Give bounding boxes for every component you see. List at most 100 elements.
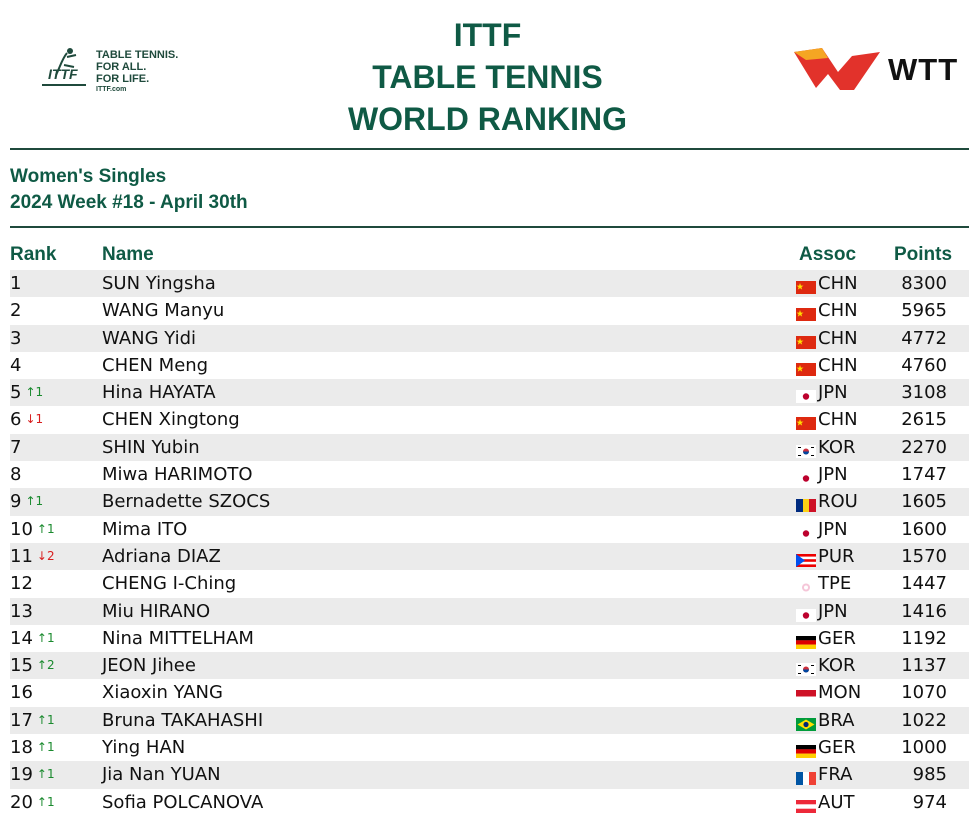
- rank-cell: 8: [10, 464, 21, 485]
- player-name: Xiaoxin YANG: [102, 682, 223, 704]
- player-name: Bruna TAKAHASHI: [102, 709, 264, 731]
- flag-japan-icon: [796, 387, 816, 404]
- flag-japan-icon: [796, 524, 816, 540]
- points-value: 1416: [901, 600, 947, 622]
- rank-cell: 9 ↑1: [10, 491, 43, 512]
- rank-cell: 14 ↑1: [10, 627, 55, 649]
- flag-korea-icon: [796, 442, 816, 458]
- rank-up-indicator: ↑1: [36, 712, 55, 727]
- player-name: Ying HAN: [102, 737, 186, 759]
- association-code: GER: [818, 737, 856, 759]
- rank-number: 7: [10, 436, 22, 458]
- rank-cell: 18 ↑1: [10, 737, 55, 758]
- table-row: 7 SHIN Yubin KOR 2270: [10, 433, 969, 462]
- rank-number: 6: [10, 409, 22, 431]
- table-row: 6 ↓1 CHEN Xingtong CHN 2615: [10, 406, 969, 433]
- page-title: ITTF TABLE TENNIS WORLD RANKING: [300, 14, 675, 140]
- association-code: AUT: [818, 791, 855, 813]
- rank-number: 1: [10, 273, 22, 294]
- association-code: TPE: [818, 573, 852, 595]
- rank-cell: 3: [10, 328, 21, 349]
- association-code: KOR: [818, 655, 856, 677]
- rank-number: 5: [10, 382, 22, 404]
- rank-cell: 13: [10, 601, 33, 622]
- rank-number: 17: [10, 709, 33, 731]
- rank-cell: 12: [10, 573, 33, 594]
- rank-up-indicator: ↑1: [36, 521, 55, 536]
- flag-japan-icon: [796, 469, 816, 486]
- header: ITTF TABLE TENNIS. FOR ALL. FOR LIFE. IT…: [0, 0, 975, 150]
- rank-cell: 6 ↓1: [10, 409, 43, 431]
- rank-up-indicator: ↑1: [36, 740, 55, 755]
- player-name: WANG Yidi: [102, 327, 197, 349]
- rank-down-indicator: ↓1: [25, 412, 44, 427]
- rank-cell: 20 ↑1: [10, 791, 55, 813]
- flag-china-icon: [796, 360, 816, 376]
- player-name: Nina MITTELHAM: [102, 627, 254, 649]
- tagline-line: FOR LIFE.: [96, 73, 150, 85]
- rank-number: 2: [10, 300, 22, 322]
- points-value: 1447: [901, 573, 947, 595]
- week-label: 2024 Week #18 - April 30th: [10, 192, 248, 213]
- tagline-line: TABLE TENNIS.: [96, 49, 179, 61]
- association-code: CHN: [818, 354, 858, 376]
- table-row: 1 SUN Yingsha CHN 8300: [10, 270, 969, 298]
- rank-cell: 15 ↑2: [10, 655, 55, 677]
- rank-cell: 5 ↑1: [10, 382, 43, 404]
- points-value: 985: [912, 764, 947, 786]
- player-name: Jia Nan YUAN: [102, 764, 221, 786]
- flag-china-icon: [796, 278, 816, 294]
- association-code: FRA: [818, 764, 853, 786]
- points-value: 1600: [901, 518, 947, 540]
- player-name: Hina HAYATA: [102, 382, 216, 404]
- association-code: JPN: [818, 464, 848, 486]
- rank-number: 15: [10, 655, 33, 677]
- association-code: MON: [818, 682, 862, 704]
- rank-number: 16: [10, 682, 33, 704]
- svg-text:ITTF: ITTF: [48, 66, 78, 82]
- association-code: JPN: [818, 518, 848, 540]
- player-name: Miwa HARIMOTO: [102, 464, 253, 486]
- wtt-logo-icon: [794, 48, 880, 90]
- wtt-wordmark: WTT: [888, 52, 959, 87]
- flag-china-icon: [796, 305, 816, 322]
- points-value: 1070: [901, 682, 947, 704]
- points-value: 8300: [901, 273, 947, 294]
- table-row: 12 CHENG I-Ching TPE 1447: [10, 570, 969, 597]
- rank-up-indicator: ↑2: [36, 658, 55, 673]
- table-row: 11 ↓2 Adriana DIAZ PUR 1570: [10, 542, 969, 571]
- rank-up-indicator: ↑1: [36, 794, 55, 809]
- points-value: 4760: [901, 354, 947, 376]
- flag-puerto-rico-icon: [796, 551, 816, 567]
- association-code: CHN: [818, 327, 858, 349]
- ranking-table: 1 SUN Yingsha CHN 8300 2 WANG Manyu CHN 5965 3 WA…: [10, 270, 969, 816]
- rank-number: 11: [10, 545, 33, 567]
- rank-number: 8: [10, 464, 22, 486]
- points-value: 1747: [901, 464, 947, 486]
- rank-number: 14: [10, 627, 33, 649]
- points-value: 1570: [901, 545, 947, 567]
- rank-number: 13: [10, 600, 33, 622]
- table-row: 9 ↑1 Bernadette SZOCS ROU 1605: [10, 488, 969, 516]
- rank-cell: 1: [10, 273, 21, 294]
- flag-romania-icon: [796, 496, 816, 513]
- tagline-line: FOR ALL.: [96, 61, 147, 73]
- association-code: JPN: [818, 600, 848, 622]
- title-line: WORLD RANKING: [347, 101, 628, 137]
- subtitle-divider: [10, 226, 969, 228]
- table-row: 4 CHEN Meng CHN 4760: [10, 352, 969, 379]
- rank-cell: 16: [10, 682, 33, 703]
- ittf-tagline: TABLE TENNIS. FOR ALL. FOR LIFE. ITTF.co…: [96, 49, 178, 94]
- player-name: Mima ITO: [102, 518, 188, 540]
- rank-number: 20: [10, 791, 33, 813]
- points-value: 1605: [901, 491, 947, 513]
- association-code: PUR: [818, 545, 855, 567]
- player-name: JEON Jihee: [102, 655, 196, 677]
- player-name: SHIN Yubin: [102, 436, 200, 458]
- association-code: KOR: [818, 436, 856, 458]
- table-row: 19 ↑1 Jia Nan YUAN FRA 985: [10, 761, 969, 789]
- flag-austria-icon: [796, 797, 816, 813]
- flag-germany-icon: [796, 742, 816, 759]
- association-code: GER: [818, 627, 856, 649]
- association-code: BRA: [818, 709, 855, 731]
